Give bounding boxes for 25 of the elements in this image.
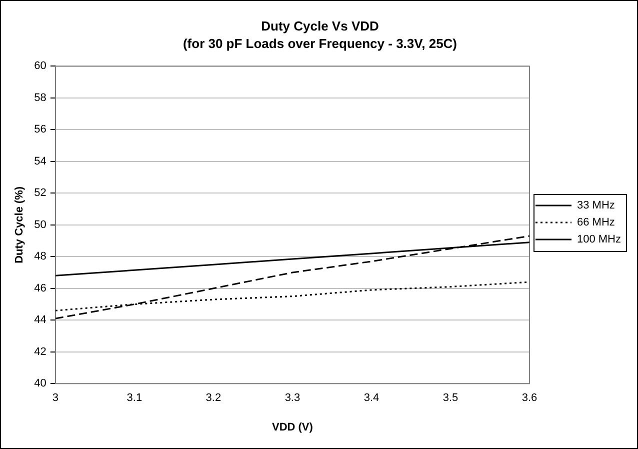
y-tick-label: 40 <box>34 378 46 390</box>
legend-label: 100 MHz <box>576 234 622 246</box>
y-tick-label: 58 <box>34 92 46 104</box>
legend-label: 66 MHz <box>576 216 615 229</box>
x-tick-label: 3 <box>52 392 58 404</box>
y-tick-label: 54 <box>34 155 46 168</box>
y-tick-label: 42 <box>34 346 46 358</box>
x-tick-label: 3.2 <box>206 392 222 404</box>
x-tick-label: 3.5 <box>442 392 458 404</box>
y-tick-label: 52 <box>34 187 46 200</box>
y-tick-label: 44 <box>34 314 46 326</box>
y-tick-label: 46 <box>34 282 46 294</box>
y-axis-title: Duty Cycle (%) <box>14 186 26 264</box>
y-tick-label: 50 <box>34 218 46 231</box>
y-tick-label: 56 <box>34 124 46 136</box>
x-tick-label: 3.6 <box>522 392 538 404</box>
chart-subtitle: (for 30 pF Loads over Frequency - 3.3V, 25C) <box>182 36 458 51</box>
chart-title: Duty Cycle Vs VDD <box>261 18 379 34</box>
x-tick-label: 3.3 <box>284 392 300 404</box>
y-tick-label: 60 <box>34 60 46 72</box>
legend-label: 33 MHz <box>576 200 615 212</box>
y-tick-label: 48 <box>34 250 46 263</box>
x-tick-label: 3.4 <box>364 392 380 404</box>
x-axis-title: VDD (V) <box>272 421 314 434</box>
x-tick-label: 3.1 <box>126 392 142 404</box>
